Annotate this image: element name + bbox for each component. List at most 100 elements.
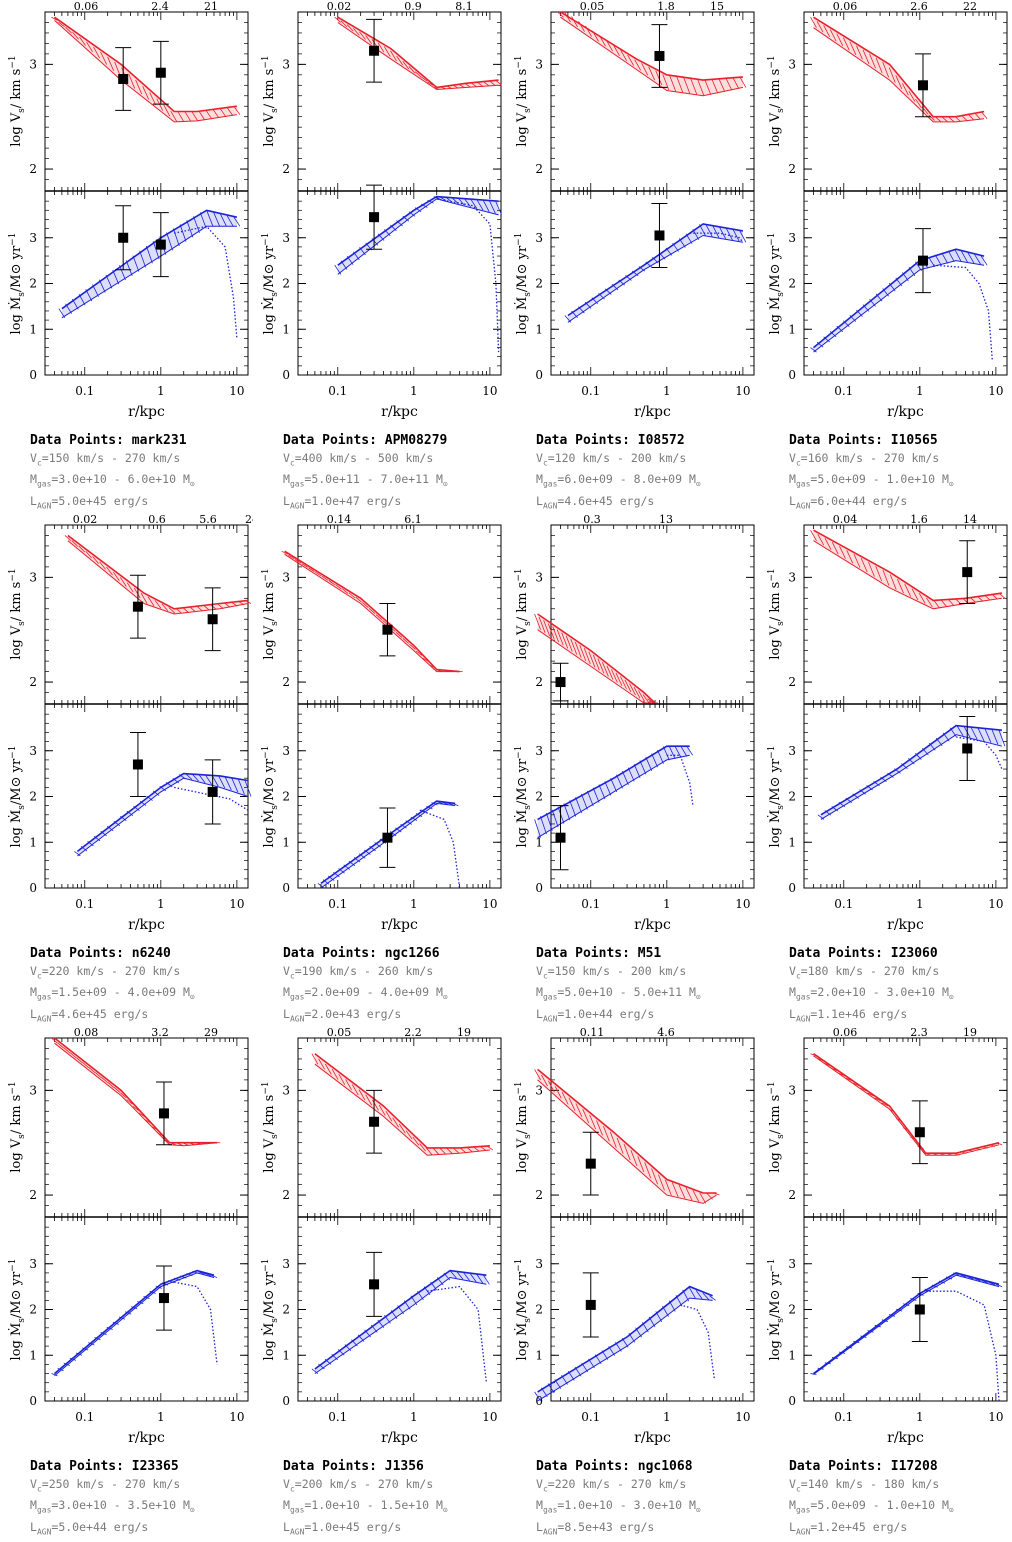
velocity-band-hatch: [692, 1190, 700, 1202]
velocity-band-hatch: [432, 1147, 440, 1155]
data-point-velocity: [914, 1127, 925, 1138]
data-point-outflow: [962, 743, 973, 754]
velocity-band-hatch: [601, 661, 609, 677]
velocity-band-hatch: [338, 1074, 346, 1085]
velocity-band-hatch: [409, 643, 416, 650]
outflow-band-fill: [820, 725, 1002, 820]
velocity-band-hatch: [396, 55, 403, 66]
x-tick-label: 10: [988, 897, 1003, 911]
velocity-band-hatch: [368, 608, 376, 614]
velocity-band-hatch: [399, 1123, 406, 1134]
velocity-band-hatch: [725, 77, 733, 91]
velocity-band-hatch: [941, 116, 948, 123]
velocity-band: [64, 534, 252, 615]
caption-lagn: LAGN=1.0e+44 erg/s: [536, 1007, 655, 1024]
velocity-band-hatch: [817, 534, 825, 546]
velocity-band-hatch: [86, 41, 93, 53]
y-tick-label: 2: [535, 675, 543, 689]
y-tick-label: 3: [535, 744, 543, 758]
caption-mgas: Mgas=5.0e+09 - 1.0e+10 M⊙: [789, 472, 954, 489]
outflow-band-hatch: [557, 806, 565, 824]
chart-panel-J1356: 0.1 1 10 r/kpc 2 3 0 1 2 3 log Vs/ km s−1 log Ṁs/M⊙…: [253, 1026, 506, 1540]
outflow-band: [317, 800, 459, 889]
outflow-band: [311, 1269, 490, 1375]
velocity-band-edge: [813, 529, 1003, 602]
outflow-band-hatch: [934, 254, 942, 266]
velocity-band-hatch: [642, 694, 650, 704]
velocity-band-hatch: [348, 592, 356, 599]
velocity-band-hatch: [603, 1126, 610, 1142]
top-tick-label: 0.05: [327, 1026, 352, 1039]
velocity-band-hatch: [385, 1110, 393, 1122]
velocity-band-hatch: [120, 1092, 127, 1099]
velocity-band-hatch: [638, 690, 645, 702]
outflow-band: [334, 195, 502, 275]
velocity-band-hatch: [947, 598, 955, 607]
caption-mgas: Mgas=5.0e+09 - 1.0e+10 M⊙: [789, 1498, 954, 1515]
velocity-band-hatch: [402, 637, 410, 644]
y-tick-label: 3: [788, 1083, 796, 1097]
velocity-band-edge: [537, 1079, 717, 1204]
top-tick-label: 6.1: [404, 513, 422, 526]
velocity-band-hatch: [831, 542, 839, 555]
y-tick-label: 1: [29, 835, 37, 849]
caption-vc: Vc=150 km/s - 270 km/s: [30, 450, 181, 467]
plot-frame: [44, 524, 249, 889]
velocity-band-hatch: [390, 50, 397, 61]
caption-lagn: LAGN=1.0e+45 erg/s: [283, 1520, 402, 1537]
x-tick-label: 0.1: [834, 384, 853, 398]
velocity-band-hatch: [419, 1143, 426, 1152]
velocity-band: [51, 1037, 221, 1147]
x-tick-label: 0.1: [834, 1410, 853, 1424]
velocity-band-hatch: [620, 676, 627, 690]
outflow-band-fill: [813, 249, 985, 353]
outflow-band: [817, 724, 1006, 820]
top-tick-label: 0.14: [327, 513, 352, 526]
y-tick-label: 1: [29, 322, 37, 336]
outflow-band-hatch: [545, 812, 553, 831]
y-tick-label: 0: [788, 881, 796, 895]
top-tick-label: 24: [245, 513, 253, 526]
outflow-band-hatch: [674, 745, 682, 758]
outflow-band-hatch: [598, 784, 606, 800]
velocity-band-hatch: [58, 21, 65, 27]
x-tick-label: 0.1: [581, 897, 600, 911]
outflow-band-hatch: [179, 224, 187, 242]
caption: Data Points: ngc1266 Vc=190 km/s - 260 km…: [283, 945, 505, 1028]
top-tick-label: 0.05: [580, 0, 605, 13]
outflow-band-hatch: [82, 1347, 89, 1351]
x-tick-label: 10: [229, 1410, 244, 1424]
velocity-band-hatch: [452, 1147, 460, 1154]
outflow-band-hatch: [551, 809, 559, 828]
outflow-band-hatch: [980, 255, 988, 266]
chart-panel-M51: 0.1 1 10 r/kpc 2 3 0 1 2 3 log Vs/ km s−1 log Ṁs/M⊙…: [506, 513, 759, 1027]
velocity-band-edge: [67, 534, 249, 610]
velocity-band-hatch: [579, 644, 587, 661]
velocity-band-edge: [314, 1063, 490, 1156]
outflow-band-edge: [813, 1274, 1000, 1375]
top-tick-label: 0.06: [74, 0, 99, 13]
y-axis-label-outflow: log Ṁs/M⊙ yr−1: [7, 746, 27, 848]
outflow-band-hatch: [456, 1271, 464, 1280]
velocity-band-hatch: [933, 599, 941, 609]
velocity-band-hatch: [402, 60, 410, 70]
velocity-band-hatch: [589, 1114, 597, 1130]
plot-frame: [550, 11, 755, 376]
data-point-velocity: [654, 50, 665, 61]
velocity-band: [810, 1053, 1003, 1156]
velocity-band-fill: [537, 1069, 717, 1204]
caption: Data Points: I10565 Vc=160 km/s - 270 km/…: [789, 432, 1011, 515]
velocity-band-hatch: [554, 1086, 562, 1099]
x-axis-label: r/kpc: [381, 404, 418, 420]
outflow-band-hatch: [143, 1295, 150, 1300]
y-tick-label: 3: [282, 231, 290, 245]
caption-vc: Vc=250 km/s - 270 km/s: [30, 1476, 181, 1493]
velocity-band-hatch: [633, 686, 641, 699]
y-tick-label: 2: [788, 675, 796, 689]
outflow-band-hatch: [981, 1280, 988, 1284]
outflow-band-fill: [813, 1272, 999, 1375]
y-tick-label: 2: [788, 162, 796, 176]
velocity-band-hatch: [226, 106, 234, 116]
velocity-band-hatch: [823, 25, 830, 37]
